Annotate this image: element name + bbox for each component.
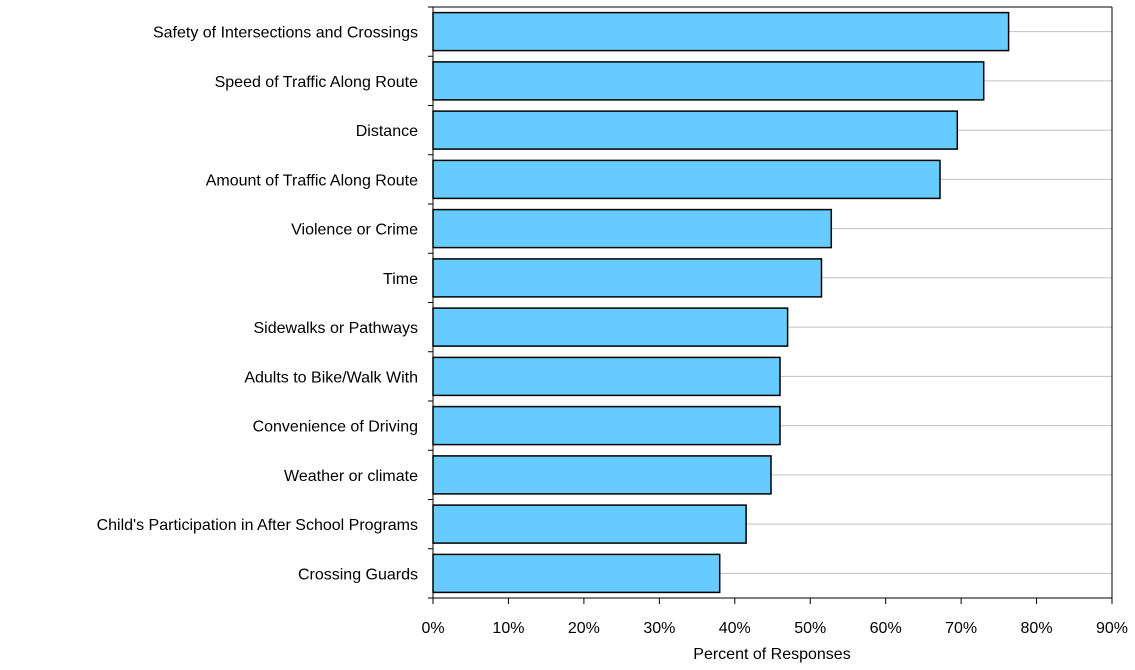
y-tick-label: Violence or Crime [291, 222, 418, 239]
bar [432, 11, 1010, 52]
y-tick-label: Speed of Traffic Along Route [215, 74, 419, 91]
bar [432, 504, 747, 544]
label-layer: Safety of Intersections and Crossings Spe… [97, 25, 1128, 637]
x-tick-label: 30% [643, 620, 675, 637]
bar [432, 356, 781, 397]
x-tick-label: 40% [719, 620, 751, 637]
bar [432, 405, 781, 446]
bar [432, 258, 823, 298]
x-tick-label: 50% [794, 620, 826, 637]
x-tick-label: 60% [870, 620, 902, 637]
y-tick-label: Weather or climate [284, 468, 418, 485]
y-tick-label: Convenience of Driving [253, 419, 418, 436]
bar [432, 159, 941, 200]
y-tick-label: Safety of Intersections and Crossings [153, 25, 418, 42]
bar-layer [432, 11, 1010, 594]
bar [432, 553, 721, 594]
y-tick-label: Amount of Traffic Along Route [206, 172, 418, 189]
bar [432, 208, 833, 249]
x-tick-label: 80% [1021, 620, 1053, 637]
x-tick-label: 0% [421, 620, 444, 637]
bar [432, 110, 959, 150]
bar [432, 61, 985, 101]
bar [432, 307, 789, 347]
y-tick-label: Child's Participation in After School Pr… [97, 517, 418, 534]
x-tick-label: 70% [945, 620, 977, 637]
y-tick-label: Crossing Guards [298, 566, 418, 583]
y-tick-label: Distance [356, 123, 418, 140]
y-tick-label: Adults to Bike/Walk With [244, 369, 418, 386]
axis-layer [428, 6, 1113, 604]
x-axis-title: Percent of Responses [693, 646, 850, 663]
y-tick-label: Sidewalks or Pathways [253, 320, 418, 337]
x-tick-label: 20% [568, 620, 600, 637]
x-tick-label: 90% [1096, 620, 1128, 637]
y-tick-label: Time [383, 271, 418, 288]
bar [432, 455, 772, 495]
x-tick-label: 10% [492, 620, 524, 637]
